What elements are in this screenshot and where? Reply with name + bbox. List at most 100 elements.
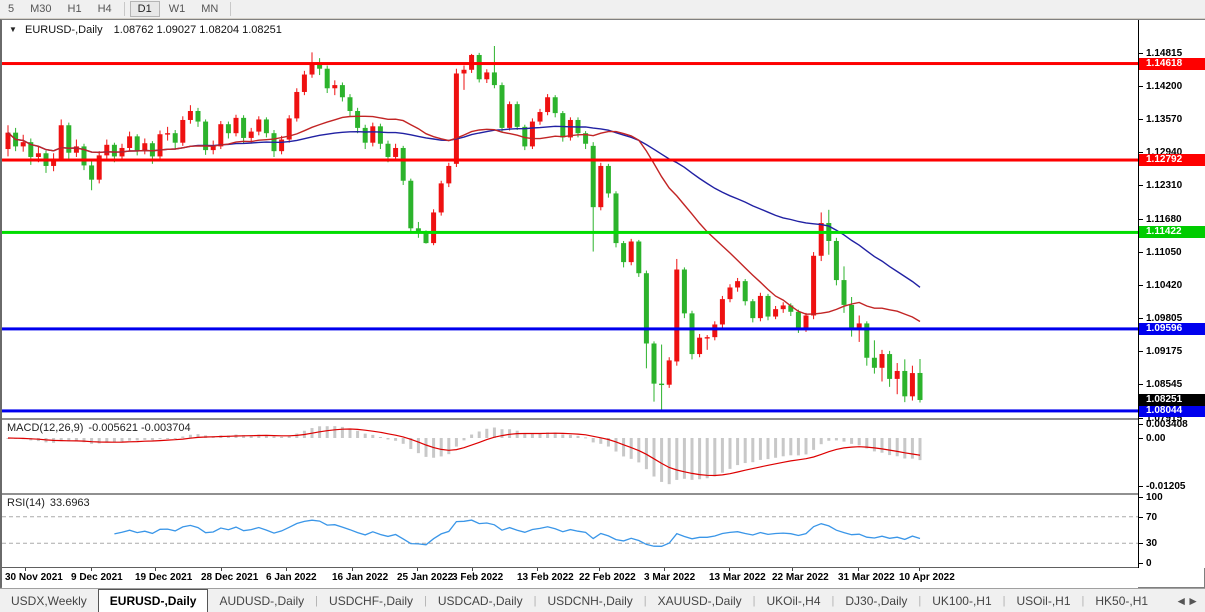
timeframe-button-5[interactable]: 5 (8, 3, 15, 15)
tick-dash (1139, 85, 1143, 87)
tick-label: 1.12310 (1146, 180, 1183, 192)
rsi-indicator-canvas[interactable] (2, 495, 1138, 567)
date-tick-label: 3 Feb 2022 (452, 572, 504, 583)
chart-tab-bar: USDX,Weekly EURUSD-,Daily AUDUSD-,Daily | US… (0, 588, 1205, 612)
price-level-line (2, 230, 1138, 234)
chart-tab-eurusd-daily[interactable]: EURUSD-,Daily (97, 589, 209, 612)
tick-dash (1139, 118, 1143, 120)
rsi-label: RSI(14) 33.6963 (7, 497, 90, 509)
macd-label: MACD(12,26,9) -0.005621 -0.003704 (7, 422, 191, 434)
tick-dash (1139, 543, 1143, 545)
price-badge: 1.08251 (1139, 393, 1205, 406)
tick-label: 0.003408 (1146, 419, 1188, 431)
tick-label: 100 (1146, 492, 1163, 503)
date-tick-mark (664, 568, 665, 571)
date-tick-mark (792, 568, 793, 571)
date-tick-label: 28 Dec 2021 (201, 572, 259, 583)
tick-dash (1139, 417, 1143, 419)
tick-label: -0.01205 (1146, 481, 1186, 493)
chart-tab-xauusd-daily[interactable]: XAUUSD-,Daily (657, 593, 742, 608)
macd-indicator-canvas[interactable] (2, 420, 1138, 493)
tick-label: 70 (1146, 511, 1158, 523)
tick-label: 1.09175 (1146, 346, 1183, 358)
price-badge: 1.11422 (1139, 226, 1205, 239)
panel-separator (2, 567, 1205, 568)
tick-label: 1.11680 (1146, 213, 1182, 225)
tab-separator: | (1081, 594, 1085, 607)
candles-layer (5, 46, 923, 411)
date-tick-mark (537, 568, 538, 571)
date-tick-mark (221, 568, 222, 571)
chart-tab-usoil-h1[interactable]: USOil-,H1 (1016, 593, 1071, 608)
tab-separator: | (424, 594, 427, 607)
tab-separator: | (533, 594, 537, 607)
tick-label: 0 (1146, 558, 1152, 569)
date-tick-mark (729, 568, 730, 571)
price-chart-canvas[interactable] (2, 20, 1138, 418)
tick-label: 30 (1146, 538, 1158, 550)
price-badge: 1.14618 (1139, 57, 1205, 70)
date-tick-mark (286, 568, 287, 571)
price-axis[interactable]: 1.14815 1.14200 1.13570 1.12940 1.12310 1.116… (1138, 20, 1205, 569)
date-tick-mark (352, 568, 353, 571)
chart-tab-ukoil-h4[interactable]: UKOil-,H4 (766, 593, 821, 608)
tick-dash (1139, 497, 1143, 498)
tick-dash (1139, 185, 1143, 187)
date-tick-label: 22 Feb 2022 (579, 572, 636, 583)
tick-label: 1.09805 (1146, 312, 1183, 324)
chart-window: ▼ EURUSD-,Daily 1.08762 1.09027 1.08204 … (0, 19, 1205, 588)
tick-dash (1139, 351, 1143, 353)
panel-separator[interactable] (2, 493, 1205, 495)
chart-tab-hk50-h1[interactable]: HK50-,H1 (1095, 593, 1149, 608)
price-level-line (2, 158, 1138, 162)
moving-average-25 (7, 115, 921, 323)
date-tick-mark (155, 568, 156, 571)
timeframe-button-h4[interactable]: H4 (97, 3, 112, 15)
chart-tab-usdcnh-daily[interactable]: USDCNH-,Daily (547, 593, 633, 608)
panel-separator[interactable] (2, 418, 1205, 420)
timeframe-button-mn[interactable]: MN (201, 3, 219, 15)
date-tick-label: 30 Nov 2021 (5, 572, 63, 583)
tick-dash (1139, 285, 1143, 287)
tick-dash (1139, 317, 1143, 319)
tick-dash (1139, 252, 1143, 254)
chart-tab-uk100-h1[interactable]: UK100-,H1 (932, 593, 992, 608)
date-tick-label: 19 Dec 2021 (135, 572, 193, 583)
tick-dash (1139, 563, 1143, 564)
chart-tab-usdchf-daily[interactable]: USDCHF-,Daily (329, 593, 414, 608)
date-tick-mark (858, 568, 859, 571)
chevron-down-icon[interactable]: ▼ (9, 25, 17, 34)
timeframe-button-m30[interactable]: M30 (30, 3, 52, 15)
tick-dash (1139, 438, 1143, 439)
timeframe-button-w1[interactable]: W1 (168, 3, 186, 15)
tick-dash (1139, 516, 1143, 518)
tick-label: 1.12940 (1146, 147, 1183, 159)
timeframe-button-d1[interactable]: D1 (129, 1, 160, 17)
chart-tab-usdcad-daily[interactable]: USDCAD-,Daily (437, 593, 523, 608)
timeframe-button-h1[interactable]: H1 (67, 3, 82, 15)
chart-tab-dj30-daily[interactable]: DJ30-,Daily (845, 593, 908, 608)
tab-scroll-right-icon[interactable]: ► (1187, 593, 1199, 608)
tick-label: 1.14200 (1146, 80, 1183, 92)
tab-separator: | (918, 594, 922, 607)
tick-label: 1.14815 (1146, 48, 1183, 60)
price-level-line (2, 409, 1138, 413)
chart-tab-audusd-daily[interactable]: AUDUSD-,Daily (219, 593, 305, 608)
date-tick-label: 9 Dec 2021 (71, 572, 123, 583)
chart-tab-usdx-weekly[interactable]: USDX,Weekly (11, 593, 87, 608)
date-tick-mark (599, 568, 600, 571)
date-axis[interactable]: 30 Nov 2021 9 Dec 2021 19 Dec 2021 28 Dec 2… (2, 568, 1138, 588)
tab-separator: | (315, 594, 319, 607)
tick-label: 0.00 (1146, 433, 1166, 444)
tick-dash (1139, 486, 1143, 488)
date-tick-label: 3 Mar 2022 (644, 572, 696, 583)
date-tick-label: 22 Mar 2022 (772, 572, 829, 583)
tick-dash (1139, 53, 1143, 55)
tab-scroll-left-icon[interactable]: ◄ (1175, 593, 1188, 608)
tick-label: 1.08545 (1146, 379, 1183, 391)
date-tick-label: 13 Mar 2022 (709, 572, 766, 583)
chart-ohlc-values: 1.08762 1.09027 1.08204 1.08251 (113, 24, 282, 36)
date-tick-label: 10 Apr 2022 (899, 572, 955, 583)
tab-separator: | (752, 594, 756, 607)
